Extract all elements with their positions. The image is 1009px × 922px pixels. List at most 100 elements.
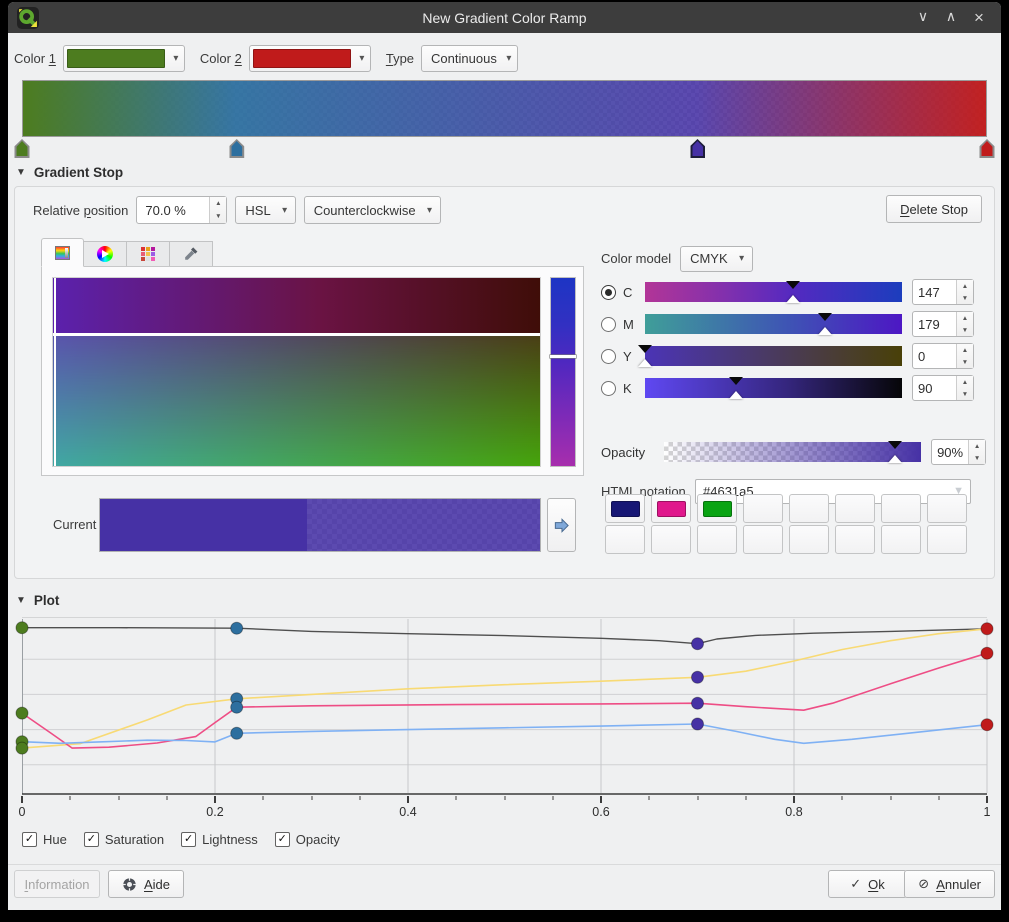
type-select[interactable]: Continuous ▾ bbox=[421, 44, 519, 72]
x-axis-tick-label: 0.8 bbox=[785, 805, 803, 819]
saturation-checkbox[interactable]: ✓ Saturation bbox=[83, 832, 164, 847]
color-box-crosshair-v bbox=[54, 278, 56, 466]
window-title: New Gradient Color Ramp bbox=[422, 9, 587, 26]
color-swatch-button[interactable] bbox=[743, 494, 783, 523]
channel-slider[interactable] bbox=[645, 281, 902, 302]
channel-spinbox[interactable]: 90 ▲ ▼ bbox=[912, 375, 974, 401]
delete-stop-button[interactable]: Delete Stop bbox=[886, 195, 982, 223]
color-swatch-button[interactable] bbox=[835, 494, 875, 523]
tab-color-wheel[interactable] bbox=[84, 241, 127, 267]
color-box-upper bbox=[53, 278, 540, 333]
spin-up-icon: ▲ bbox=[973, 442, 981, 450]
direction-select[interactable]: Counterclockwise ▾ bbox=[303, 196, 441, 224]
lightness-checkbox[interactable]: ✓ Lightness bbox=[181, 832, 258, 847]
color-swatch-button[interactable] bbox=[651, 494, 691, 523]
channel-label: M bbox=[623, 316, 634, 332]
color-swatch-button[interactable] bbox=[927, 525, 967, 554]
color-swatch-button[interactable] bbox=[651, 525, 691, 554]
color-swatch-button[interactable] bbox=[697, 494, 737, 523]
color-swatch-button[interactable] bbox=[697, 525, 737, 554]
channel-slider-handle[interactable] bbox=[728, 377, 743, 398]
channel-radio[interactable] bbox=[601, 348, 616, 364]
opacity-checkbox[interactable]: ✓ Opacity bbox=[274, 832, 340, 847]
channel-spinbox[interactable]: 0 ▲ ▼ bbox=[912, 343, 974, 369]
right-arrow-icon bbox=[554, 517, 569, 533]
channel-slider[interactable] bbox=[645, 313, 902, 334]
opacity-row: Opacity 90% ▲ ▼ bbox=[601, 439, 987, 465]
gradient-stop-marker[interactable] bbox=[979, 139, 995, 158]
channel-radio[interactable] bbox=[601, 316, 616, 332]
gradient-stop-section-header[interactable]: ▼ Gradient Stop bbox=[16, 165, 123, 180]
gradient-stop-marker[interactable] bbox=[690, 139, 705, 158]
gradient-stop-marker[interactable] bbox=[229, 139, 245, 158]
plot-svg[interactable] bbox=[15, 617, 994, 795]
direction-dropdown-arrow-icon: ▾ bbox=[427, 204, 433, 216]
checkbox-check-icon[interactable]: ✓ bbox=[83, 832, 99, 847]
color-model-select[interactable]: CMYK ▾ bbox=[680, 245, 753, 272]
shade-icon[interactable]: ∨ bbox=[917, 7, 929, 24]
help-icon bbox=[122, 877, 137, 891]
channel-spinbox[interactable]: 179 ▲ ▼ bbox=[912, 311, 974, 337]
channel-slider-handle[interactable] bbox=[786, 281, 801, 302]
opacity-slider[interactable] bbox=[664, 441, 922, 462]
color-swatch-button[interactable] bbox=[835, 525, 875, 554]
tab-swatches[interactable] bbox=[127, 241, 170, 267]
color-swatch-button[interactable] bbox=[605, 494, 645, 523]
gradient-ramp-preview[interactable] bbox=[22, 80, 987, 137]
help-button[interactable]: Aide bbox=[108, 870, 185, 898]
html-notation-input[interactable]: #4631a5 ▼ bbox=[695, 478, 971, 504]
ok-button[interactable]: ✓ Ok bbox=[828, 870, 907, 898]
gradient-ramp-gradient bbox=[23, 81, 986, 136]
hue-checkbox[interactable]: ✓ Hue bbox=[22, 832, 67, 847]
color-swatch-button[interactable] bbox=[927, 494, 967, 523]
color-swatch-button[interactable] bbox=[881, 525, 921, 554]
opacity-spinbox[interactable]: 90% ▲ ▼ bbox=[931, 439, 987, 465]
checkbox-check-icon[interactable]: ✓ bbox=[181, 832, 197, 847]
relative-position-label: Relative position bbox=[33, 202, 129, 218]
color2-dropdown-arrow-icon[interactable]: ▾ bbox=[359, 52, 365, 64]
color-swatch-button[interactable] bbox=[789, 525, 829, 554]
channel-spinbox[interactable]: 147 ▲ ▼ bbox=[912, 279, 974, 305]
color-swatch-button[interactable] bbox=[789, 494, 829, 523]
titlebar[interactable]: New Gradient Color Ramp ∨ ∧ × bbox=[8, 2, 1001, 33]
color-component-bar[interactable] bbox=[550, 277, 576, 467]
spin-arrows[interactable]: ▲ ▼ bbox=[209, 197, 227, 223]
checkbox-check-icon[interactable]: ✓ bbox=[274, 832, 290, 847]
channel-slider[interactable] bbox=[645, 377, 902, 398]
channel-slider-handle[interactable] bbox=[818, 313, 833, 334]
channel-radio[interactable] bbox=[601, 380, 616, 396]
ramp-stops[interactable] bbox=[14, 139, 995, 159]
cancel-button[interactable]: ⊘ Annuler bbox=[904, 870, 995, 898]
color1-swatch bbox=[66, 48, 165, 68]
tab-color-box[interactable] bbox=[41, 238, 84, 267]
channel-row-c: C 147 ▲ ▼ bbox=[601, 279, 977, 305]
html-notation-dropdown-arrow-icon[interactable]: ▼ bbox=[953, 485, 964, 497]
tab-color-sampler[interactable] bbox=[170, 241, 213, 267]
maximize-icon[interactable]: ∧ bbox=[945, 7, 957, 24]
color-swatch-button[interactable] bbox=[743, 525, 783, 554]
collapse-arrow-icon[interactable]: ▼ bbox=[16, 167, 26, 178]
color-swatch-button[interactable] bbox=[881, 494, 921, 523]
component-bar-marker[interactable] bbox=[550, 355, 576, 359]
collapse-arrow-icon[interactable]: ▼ bbox=[16, 595, 26, 606]
relative-position-spinbox[interactable]: 70.0 % ▲ ▼ bbox=[136, 196, 228, 224]
color1-dropdown-arrow-icon[interactable]: ▾ bbox=[173, 52, 179, 64]
plot-section-header[interactable]: ▼ Plot bbox=[16, 593, 59, 608]
channel-radio[interactable] bbox=[601, 284, 616, 300]
apply-color-button[interactable] bbox=[547, 498, 576, 552]
color2-button[interactable]: ▾ bbox=[248, 44, 371, 72]
channel-slider-handle[interactable] bbox=[638, 345, 652, 366]
channel-row-y: Y 0 ▲ ▼ bbox=[601, 343, 977, 369]
information-button[interactable]: Information bbox=[14, 870, 100, 898]
gradient-stop-marker[interactable] bbox=[14, 139, 30, 158]
channel-slider[interactable] bbox=[638, 345, 902, 366]
color-swatch-button[interactable] bbox=[605, 525, 645, 554]
spin-up-icon: ▲ bbox=[961, 282, 969, 290]
channel-value: 147 bbox=[918, 284, 940, 300]
checkbox-check-icon[interactable]: ✓ bbox=[22, 832, 37, 847]
color1-button[interactable]: ▾ bbox=[62, 44, 185, 72]
color-spec-select[interactable]: HSL ▾ bbox=[235, 196, 296, 224]
close-icon[interactable]: × bbox=[974, 7, 984, 27]
color-box-2d[interactable] bbox=[52, 277, 541, 467]
gradient-stop-section-title: Gradient Stop bbox=[33, 165, 124, 180]
